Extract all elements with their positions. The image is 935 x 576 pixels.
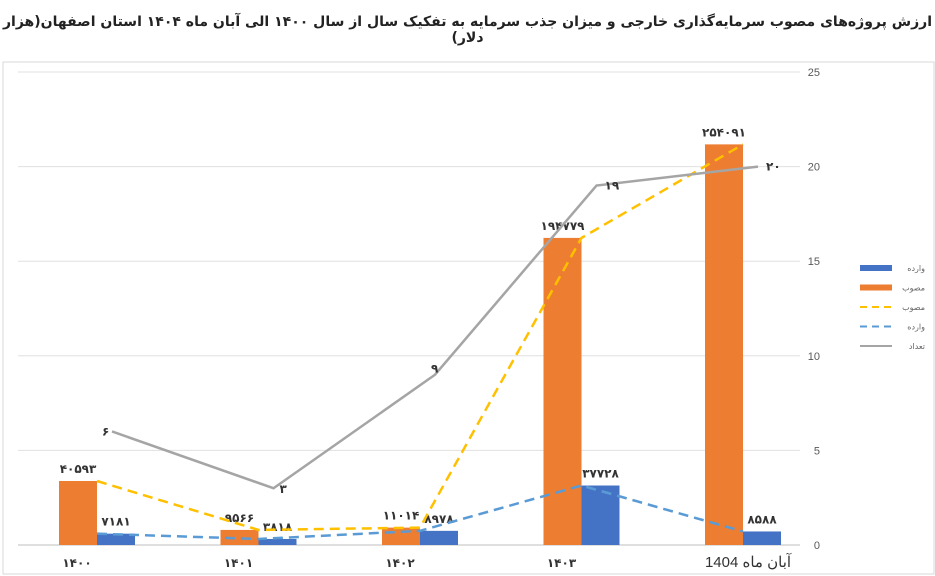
y-tick-label: 15 xyxy=(808,256,820,268)
x-tick-label: ۱۴۰۰ xyxy=(62,556,91,570)
y-tick-label: 5 xyxy=(814,445,820,457)
bar-approved xyxy=(705,144,743,546)
bar-received xyxy=(581,485,620,545)
data-label-received: ۳۷۷۲۸ xyxy=(582,467,619,481)
data-label-count: ۲۰ xyxy=(766,160,781,174)
x-tick-label: ۱۴۰۳ xyxy=(547,556,577,570)
data-label-count: ۱۹ xyxy=(605,179,620,193)
y-tick-label: 0 xyxy=(814,540,820,552)
bar-approved xyxy=(59,480,97,545)
y-tick-label: 25 xyxy=(808,67,820,79)
y-tick-label: 20 xyxy=(808,162,820,174)
data-label-approved: ۹۵۶۶ xyxy=(225,511,254,525)
data-label-count: ۹ xyxy=(431,362,439,376)
bar-received xyxy=(258,538,297,545)
data-label-approved: ۲۵۴۰۹۱ xyxy=(702,125,746,139)
legend-swatch xyxy=(860,284,892,291)
data-label-received: ۸۹۷۸ xyxy=(424,512,454,526)
bar-approved xyxy=(543,237,582,545)
data-label-approved: ۴۰۵۹۳ xyxy=(60,462,97,476)
x-tick-label: ۱۴۰۱ xyxy=(224,556,253,570)
legend-label: وارده xyxy=(907,323,925,332)
data-label-received: ۷۱۸۱ xyxy=(101,515,130,529)
legend-swatch xyxy=(860,265,892,271)
x-tick-label: 1404 آبان ماه xyxy=(705,553,792,571)
bar-received xyxy=(97,533,135,545)
bar-approved xyxy=(220,529,259,545)
data-label-received: ۸۵۸۸ xyxy=(747,512,777,526)
bar-approved xyxy=(382,527,420,545)
legend-label: وارده xyxy=(907,264,925,273)
count-line xyxy=(111,165,759,490)
chart-border xyxy=(2,61,935,575)
approved-trend-line xyxy=(96,143,744,532)
legend-label: مصوب xyxy=(902,303,925,312)
data-label-received: ۳۸۱۸ xyxy=(263,520,293,534)
x-tick-label: ۱۴۰۲ xyxy=(385,556,415,570)
bar-received xyxy=(420,530,458,545)
data-label-count: ۳ xyxy=(280,482,288,496)
bar-received xyxy=(743,531,781,545)
legend-label: تعداد xyxy=(909,342,925,351)
data-label-approved: ۱۱۰۱۴ xyxy=(383,509,420,523)
y-tick-label: 10 xyxy=(808,351,820,363)
data-label-count: ۶ xyxy=(102,424,109,438)
chart-title: ارزش پروژه‌های مصوب سرمایه‌گذاری خارجی و… xyxy=(2,14,933,46)
received-trend-line xyxy=(96,484,744,541)
legend-label: مصوب xyxy=(902,284,925,293)
